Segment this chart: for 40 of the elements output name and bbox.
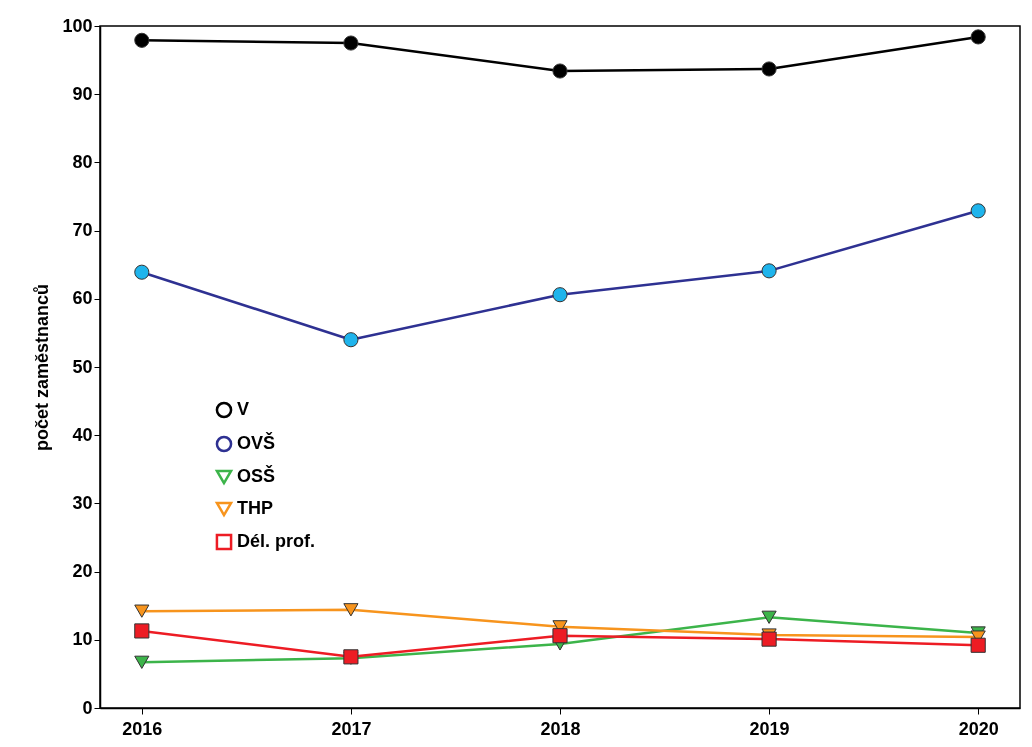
x-tick-label: 2018: [540, 718, 581, 739]
y-tick-label: 60: [72, 288, 93, 309]
y-tick-label: 100: [62, 15, 93, 36]
y-tick-label: 0: [82, 697, 93, 718]
point: [343, 35, 359, 51]
point: [552, 287, 568, 303]
legend-label: THP: [237, 498, 273, 518]
y-tick-label: 10: [72, 629, 93, 650]
x-tick-label: 2017: [331, 718, 372, 739]
point: [552, 63, 568, 79]
legend-label: Dél. prof.: [237, 531, 316, 551]
legend-label: OVŠ: [237, 432, 276, 453]
point: [134, 32, 150, 48]
y-tick-label: 40: [72, 424, 93, 445]
y-tick-label: 90: [72, 83, 93, 104]
point: [134, 655, 150, 669]
legend-label: V: [237, 399, 250, 419]
y-tick-label: 30: [72, 492, 93, 513]
legend-label: OSŠ: [237, 465, 276, 486]
point: [761, 263, 777, 279]
point: [552, 628, 568, 644]
point: [343, 603, 359, 617]
point: [761, 610, 777, 624]
point: [970, 203, 986, 219]
x-tick-label: 2016: [122, 718, 163, 739]
point: [343, 332, 359, 348]
point: [970, 29, 986, 45]
point: [761, 61, 777, 77]
x-tick-label: 2020: [958, 718, 999, 739]
point: [761, 631, 777, 647]
x-tick-label: 2019: [749, 718, 790, 739]
point: [134, 264, 150, 280]
point: [970, 637, 986, 653]
y-tick-label: 20: [72, 561, 93, 582]
y-tick-label: 50: [72, 356, 93, 377]
point: [134, 623, 150, 639]
y-axis-title: počet zaměstnanců: [32, 283, 53, 452]
y-tick-label: 70: [72, 220, 93, 241]
point: [134, 604, 150, 618]
y-tick-label: 80: [72, 151, 93, 172]
